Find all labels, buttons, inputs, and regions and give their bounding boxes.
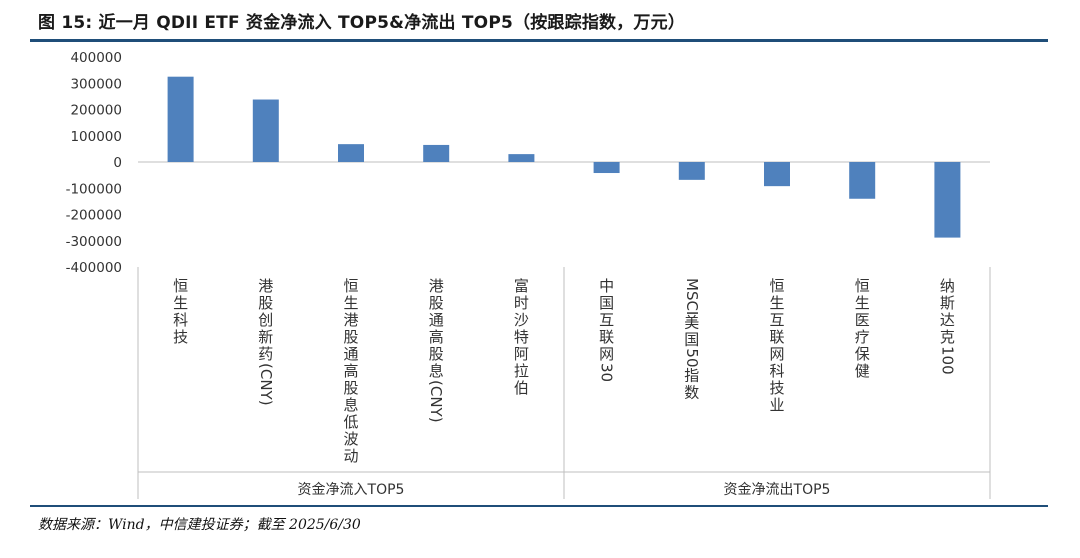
- category-label: 美国指数: [684, 313, 699, 401]
- category-label: 港股通高股息: [429, 277, 444, 380]
- category-label: 富时沙特阿拉伯: [514, 277, 529, 397]
- bar: [167, 76, 194, 162]
- group-labels: 资金净流入TOP5 资金净流出TOP5: [298, 482, 831, 498]
- y-tick-label: -200000: [66, 208, 122, 224]
- category-label: 恒生医疗保健: [855, 277, 870, 380]
- bar: [764, 162, 790, 187]
- category-label-latin-run: 50: [683, 348, 701, 367]
- category-label: 中国互联网: [599, 277, 614, 363]
- bar: [934, 162, 961, 238]
- figure-title: 图 15: 近一月 QDII ETF 资金净流入 TOP5&净流出 TOP5（按…: [38, 13, 686, 33]
- bar: [338, 144, 364, 162]
- source-note: 数据来源：Wind，中信建投证券；截至 2025/6/30: [38, 517, 361, 533]
- top-rule: [30, 39, 1048, 42]
- y-tick-label: 400000: [70, 50, 122, 66]
- bar: [849, 162, 876, 199]
- category-label-latin-run: (CNY): [257, 363, 275, 406]
- category-labels: 恒生科技港股创新药(CNY)恒生港股通高股息低波动港股通高股息(CNY)富时沙特…: [173, 277, 956, 465]
- group-label: 资金净流出TOP5: [724, 482, 831, 498]
- category-label: 恒生港股通高股息低波动: [343, 277, 358, 465]
- bar: [252, 99, 279, 162]
- category-label: 纳斯达克: [940, 277, 955, 346]
- y-tick-label: 200000: [70, 103, 122, 119]
- y-tick-label: -400000: [66, 260, 122, 276]
- bars: [167, 76, 961, 238]
- y-tick-label: 0: [113, 155, 122, 171]
- category-label-latin-run: 30: [598, 363, 616, 382]
- y-tick-label: 100000: [70, 129, 122, 145]
- category-label-latin-run: (CNY): [427, 380, 445, 423]
- y-tick-label: -100000: [66, 181, 122, 197]
- category-label-latin-run: 100: [938, 346, 956, 375]
- bar: [678, 162, 705, 180]
- bottom-rule: [30, 505, 1048, 507]
- category-label: 恒生互联网科技业: [769, 277, 784, 414]
- category-label: 恒生科技: [173, 277, 188, 346]
- category-label: 港股创新药: [258, 277, 273, 363]
- y-tick-label: 300000: [70, 76, 122, 92]
- bar: [593, 162, 620, 174]
- category-label-latin-run: MSCI: [683, 278, 701, 315]
- axes-layer: [137, 161, 991, 499]
- bar: [508, 154, 535, 162]
- y-tick-labels: 400000 300000 200000 100000 0 -100000 -200000 -…: [66, 50, 122, 276]
- bar: [423, 144, 450, 162]
- y-tick-label: -300000: [66, 234, 122, 250]
- group-label: 资金净流入TOP5: [298, 482, 405, 498]
- bar-chart: 400000 300000 200000 100000 0 -100000 -200000 -…: [66, 50, 991, 499]
